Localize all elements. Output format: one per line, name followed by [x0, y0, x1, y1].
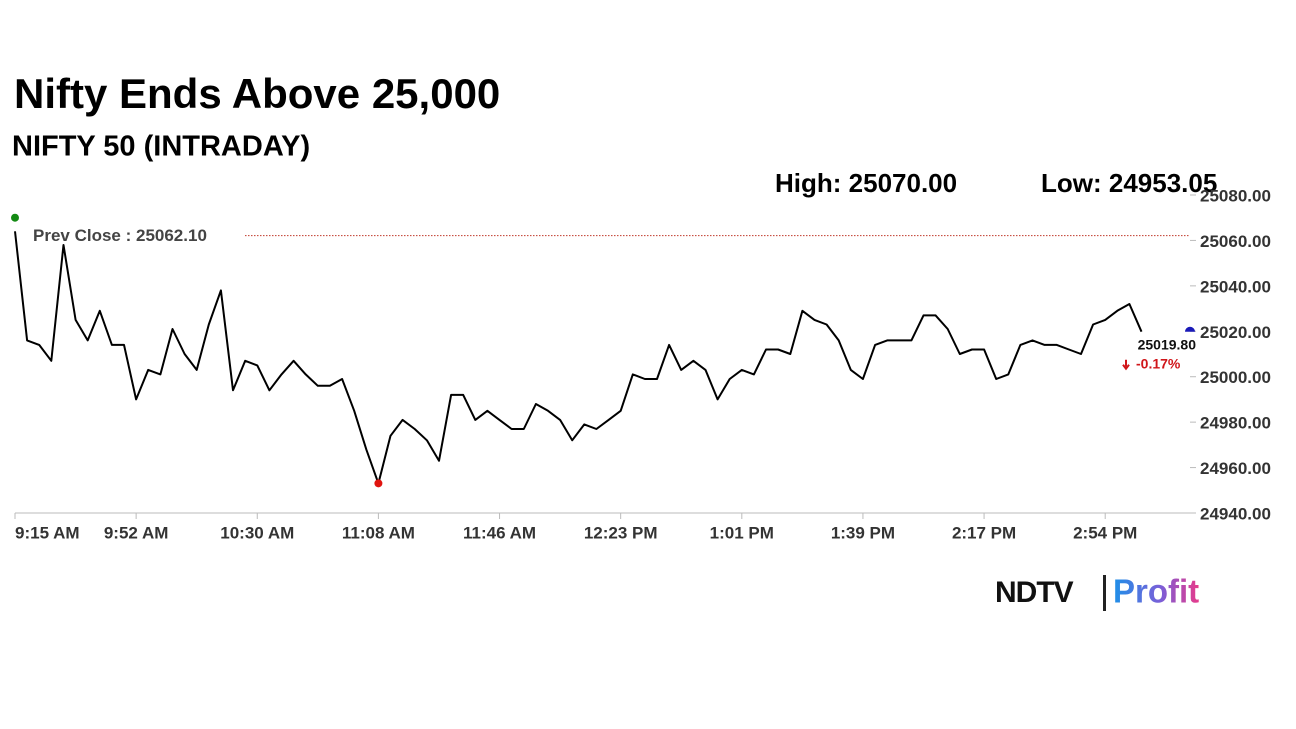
- logo-divider: [1103, 575, 1106, 611]
- x-tick-label: 11:08 AM: [342, 523, 415, 542]
- high-label: High: 25070.00: [775, 168, 957, 198]
- y-tick-label: 25000.00: [1200, 368, 1271, 387]
- x-tick-label: 12:23 PM: [584, 523, 658, 542]
- y-tick-label: 25040.00: [1200, 277, 1271, 296]
- y-tick-label: 24940.00: [1200, 504, 1271, 523]
- down-arrow: [1122, 359, 1130, 371]
- x-tick-label: 1:01 PM: [710, 523, 774, 542]
- high-marker: [11, 213, 19, 222]
- x-tick-label: 10:30 AM: [220, 523, 294, 542]
- low-marker: [374, 479, 383, 488]
- x-tick-label: 9:15 AM: [15, 523, 80, 542]
- x-tick-label: 2:17 PM: [952, 523, 1016, 542]
- y-tick-label: 25080.00: [1200, 186, 1271, 205]
- x-tick-label: 1:39 PM: [831, 523, 895, 542]
- x-tick-label: 11:46 AM: [463, 523, 536, 542]
- change-label: -0.17%: [1136, 355, 1181, 371]
- logo-profit: Profit: [1113, 573, 1199, 610]
- last-value-label: 25019.80: [1138, 336, 1197, 352]
- y-tick-label: 25060.00: [1200, 232, 1271, 251]
- low-label: Low: 24953.05: [1041, 168, 1217, 198]
- prev-close-label: Prev Close : 25062.10: [33, 226, 207, 245]
- y-tick-label: 25020.00: [1200, 323, 1271, 342]
- y-tick-label: 24980.00: [1200, 414, 1271, 433]
- price-line: [14, 231, 1143, 485]
- last-marker: [1185, 326, 1195, 332]
- logo-ndtv: NDTV: [995, 576, 1074, 609]
- chart-subtitle: NIFTY 50 (INTRADAY): [12, 131, 310, 163]
- x-tick-label: 2:54 PM: [1073, 523, 1137, 542]
- y-tick-label: 24960.00: [1200, 459, 1271, 478]
- chart-title: Nifty Ends Above 25,000: [14, 70, 500, 117]
- x-tick-label: 9:52 AM: [104, 523, 169, 542]
